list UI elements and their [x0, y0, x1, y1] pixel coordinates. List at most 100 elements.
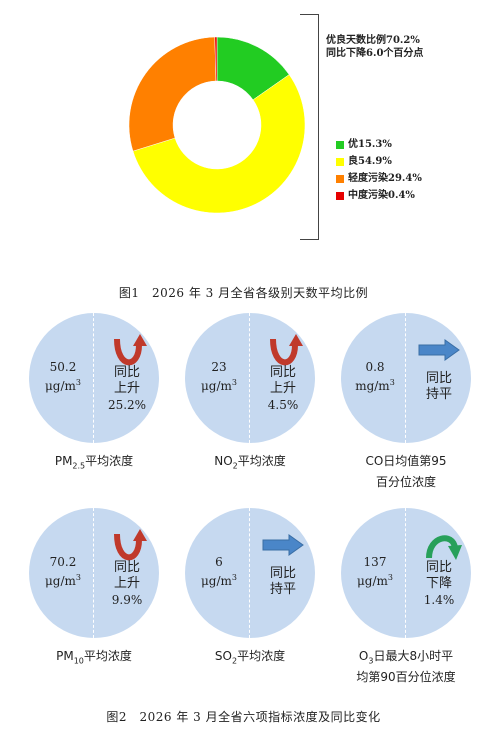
dashed-divider: [249, 313, 250, 443]
legend-label: 优15.3%: [348, 139, 392, 150]
donut-slice-3: [214, 36, 218, 82]
indicator-value: 70.2 μg/m3: [33, 554, 93, 589]
trend-line-1: 同比: [269, 566, 296, 581]
indicator-value: 137 μg/m3: [345, 554, 405, 589]
value-number: 23: [211, 360, 227, 374]
trend-change: 1.4%: [423, 593, 455, 607]
legend-item: 轻度污染29.4%: [336, 170, 422, 187]
value-unit: μg/m3: [201, 573, 237, 588]
trend-change: 4.5%: [267, 398, 299, 412]
indicator-circle: 6 μg/m3 同比 持平: [185, 508, 315, 638]
value-number: 137: [363, 555, 387, 569]
value-unit: μg/m3: [45, 573, 81, 588]
trend-text: 同比 上升 4.5%: [255, 365, 311, 413]
indicator-value: 6 μg/m3: [189, 554, 249, 589]
indicator-name-line-1: NO2平均浓度: [214, 454, 286, 471]
legend-label: 轻度污染29.4%: [348, 173, 422, 184]
chart-legend: 优15.3% 良54.9% 轻度污染29.4% 中度污染0.4%: [336, 136, 422, 204]
trend-line-1: 同比: [269, 365, 296, 380]
trend-text: 同比 持平: [255, 566, 311, 598]
value-unit: μg/m3: [45, 378, 81, 393]
legend-swatch: [336, 191, 344, 200]
legend-label: 中度污染0.4%: [348, 190, 415, 201]
indicator-value: 0.8 mg/m3: [345, 359, 405, 394]
indicator-card: 70.2 μg/m3 同比 上升 9.9% PM10平均浓度: [29, 508, 159, 688]
donut-slice-2: [128, 36, 217, 152]
value-number: 50.2: [49, 360, 77, 374]
summary-line-2: 同比下降6.0个百分点: [326, 48, 424, 59]
value-unit: μg/m3: [201, 378, 237, 393]
dashed-divider: [93, 313, 94, 443]
trend-text: 同比 持平: [411, 371, 467, 403]
trend-line-2: 持平: [269, 582, 296, 597]
trend-line-1: 同比: [113, 365, 140, 380]
dashed-divider: [249, 508, 250, 638]
figure-2-caption: 图2 2026 年 3 月全省六项指标浓度及同比变化: [106, 710, 381, 724]
indicator-circle: 70.2 μg/m3 同比 上升 9.9%: [29, 508, 159, 638]
donut-slice-1: [132, 74, 306, 214]
indicator-name: PM10平均浓度: [9, 648, 179, 669]
indicator-name: SO2平均浓度: [165, 648, 335, 669]
value-unit: μg/m3: [357, 573, 393, 588]
indicator-name: O3日最大8小时平 均第90百分位浓度: [321, 648, 487, 685]
legend-item: 中度污染0.4%: [336, 187, 422, 204]
indicator-name-line-2: 均第90百分位浓度: [356, 670, 456, 685]
indicator-card: 0.8 mg/m3 同比 持平 CO日均值第95 百分位浓度: [341, 313, 471, 493]
trend-text: 同比 上升 9.9%: [99, 560, 155, 608]
indicator-value: 50.2 μg/m3: [33, 359, 93, 394]
dashed-divider: [93, 508, 94, 638]
trend-line-1: 同比: [425, 371, 452, 386]
indicator-circle: 50.2 μg/m3 同比 上升 25.2%: [29, 313, 159, 443]
trend-line-1: 同比: [113, 560, 140, 575]
u-turn-up-arrow-icon: [111, 528, 151, 568]
indicator-card: 6 μg/m3 同比 持平 SO2平均浓度: [185, 508, 315, 688]
indicator-circle: 23 μg/m3 同比 上升 4.5%: [185, 313, 315, 443]
indicator-circle: 0.8 mg/m3 同比 持平: [341, 313, 471, 443]
dashed-divider: [405, 508, 406, 638]
value-unit: mg/m3: [355, 378, 395, 393]
right-arrow-icon: [261, 534, 305, 560]
trend-line-1: 同比: [425, 560, 452, 575]
indicator-name-line-1: PM2.5平均浓度: [54, 454, 134, 471]
bracket: [300, 14, 319, 240]
summary-text: 优良天数比例70.2% 同比下降6.0个百分点: [326, 34, 423, 60]
donut-chart: [128, 36, 306, 214]
trend-line-2: 上升: [269, 381, 296, 396]
indicator-card: 23 μg/m3 同比 上升 4.5% NO2平均浓度: [185, 313, 315, 493]
indicator-name-line-1: O3日最大8小时平: [358, 649, 454, 666]
trend-change: 9.9%: [111, 593, 143, 607]
indicator-name: CO日均值第95 百分位浓度: [321, 453, 487, 490]
trend-text: 同比 下降 1.4%: [411, 560, 467, 608]
indicator-name: NO2平均浓度: [165, 453, 335, 474]
summary-line-1: 优良天数比例70.2%: [326, 35, 420, 46]
indicator-name: PM2.5平均浓度: [9, 453, 179, 474]
dashed-divider: [405, 313, 406, 443]
legend-swatch: [336, 157, 344, 166]
indicator-name-line-2: 百分位浓度: [375, 475, 436, 490]
value-number: 0.8: [365, 360, 385, 374]
right-arrow-icon: [417, 339, 461, 365]
trend-line-2: 下降: [425, 576, 452, 591]
legend-item: 优15.3%: [336, 136, 422, 153]
value-number: 6: [215, 555, 223, 569]
u-turn-up-arrow-icon: [267, 333, 307, 373]
legend-swatch: [336, 174, 344, 183]
value-number: 70.2: [49, 555, 77, 569]
indicator-name-line-1: CO日均值第95: [365, 454, 447, 468]
legend-swatch: [336, 140, 344, 149]
indicator-circle: 137 μg/m3 同比 下降 1.4%: [341, 508, 471, 638]
trend-line-2: 持平: [425, 387, 452, 402]
trend-text: 同比 上升 25.2%: [99, 365, 155, 413]
indicator-card: 50.2 μg/m3 同比 上升 25.2% PM2.5平均浓度: [29, 313, 159, 493]
curved-down-arrow-icon: [423, 528, 463, 566]
trend-line-2: 上升: [113, 576, 140, 591]
indicator-value: 23 μg/m3: [189, 359, 249, 394]
legend-item: 良54.9%: [336, 153, 422, 170]
indicator-card: 137 μg/m3 同比 下降 1.4% O3日最大8小时平 均第90百分位浓度: [341, 508, 471, 688]
legend-label: 良54.9%: [348, 156, 392, 167]
indicator-name-line-1: SO2平均浓度: [214, 649, 286, 666]
trend-change: 25.2%: [107, 398, 147, 412]
figure-1-caption: 图1 2026 年 3 月全省各级别天数平均比例: [118, 286, 369, 300]
trend-line-2: 上升: [113, 381, 140, 396]
u-turn-up-arrow-icon: [111, 333, 151, 373]
